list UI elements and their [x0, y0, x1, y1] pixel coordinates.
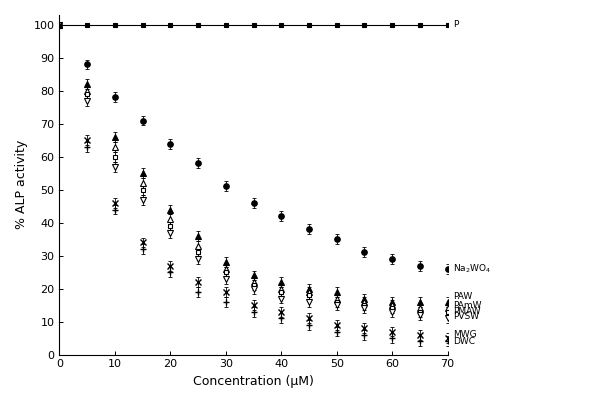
Text: PAmW: PAmW — [453, 301, 482, 310]
Text: P: P — [453, 21, 459, 29]
Text: DWC: DWC — [453, 337, 475, 346]
Y-axis label: % ALP activity: % ALP activity — [15, 140, 28, 229]
Text: Na$_2$WO$_4$: Na$_2$WO$_4$ — [453, 263, 491, 275]
Text: PMAW: PMAW — [453, 307, 481, 316]
Text: MWG: MWG — [453, 330, 477, 339]
X-axis label: Concentration (μM): Concentration (μM) — [193, 375, 314, 388]
Text: PVSW: PVSW — [453, 312, 479, 321]
Text: PAW: PAW — [453, 293, 472, 301]
